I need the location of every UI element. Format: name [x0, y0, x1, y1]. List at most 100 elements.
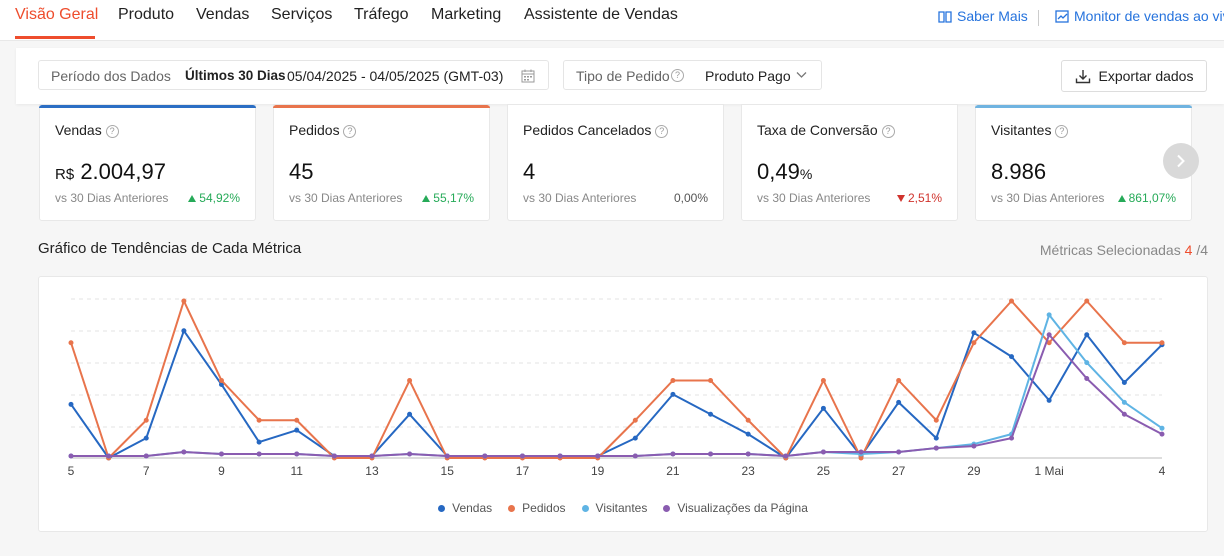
data-point[interactable]	[820, 405, 826, 411]
data-point[interactable]	[1159, 340, 1165, 346]
metric-card-vendas[interactable]: Vendas ? R$ 2.004,97 vs 30 Dias Anterior…	[39, 104, 256, 221]
next-cards-button[interactable]	[1163, 143, 1199, 179]
data-point[interactable]	[896, 399, 902, 405]
data-point[interactable]	[632, 417, 638, 423]
data-point[interactable]	[181, 298, 187, 304]
data-point[interactable]	[933, 445, 939, 451]
legend-item[interactable]: Vendas	[438, 501, 492, 515]
data-point[interactable]	[1159, 425, 1165, 431]
data-point[interactable]	[708, 377, 714, 383]
tab-visao-geral[interactable]: Visão Geral	[15, 6, 99, 23]
data-point[interactable]	[218, 377, 224, 383]
data-point[interactable]	[1009, 435, 1015, 441]
data-point[interactable]	[971, 340, 977, 346]
data-point[interactable]	[1009, 298, 1015, 304]
tab-produto[interactable]: Produto	[118, 6, 175, 23]
data-point[interactable]	[444, 453, 450, 459]
data-point[interactable]	[1084, 332, 1090, 338]
data-point[interactable]	[1121, 379, 1127, 385]
data-point[interactable]	[1046, 397, 1052, 403]
order-type-selector[interactable]: Tipo de Pedido ? Produto Pago	[563, 60, 822, 90]
data-point[interactable]	[369, 453, 375, 459]
data-point[interactable]	[482, 453, 488, 459]
help-icon: ?	[655, 125, 669, 138]
data-point[interactable]	[933, 417, 939, 423]
data-point[interactable]	[68, 401, 74, 407]
data-point[interactable]	[331, 453, 337, 459]
data-point[interactable]	[1084, 376, 1090, 381]
data-point[interactable]	[143, 453, 149, 459]
data-point[interactable]	[820, 449, 826, 455]
data-point[interactable]	[557, 453, 563, 459]
monitor-vendas-link[interactable]: Monitor de vendas ao viv	[1055, 8, 1224, 24]
card-change: 54,92%	[188, 191, 240, 205]
data-point[interactable]	[1121, 399, 1127, 405]
export-data-button[interactable]: Exportar dados	[1061, 60, 1207, 92]
data-point[interactable]	[294, 451, 300, 457]
calendar-icon	[521, 69, 535, 83]
data-point[interactable]	[670, 391, 676, 397]
data-point[interactable]	[1009, 354, 1015, 360]
tab-servicos[interactable]: Serviços	[271, 6, 333, 23]
data-point[interactable]	[708, 411, 714, 417]
data-point[interactable]	[933, 435, 939, 441]
data-point[interactable]	[632, 453, 638, 459]
selected-metrics[interactable]: Métricas Selecionadas 4 /4	[1040, 242, 1208, 258]
data-point[interactable]	[820, 377, 826, 383]
data-point[interactable]	[256, 439, 262, 445]
data-point[interactable]	[896, 449, 902, 455]
data-point[interactable]	[407, 411, 413, 417]
data-point[interactable]	[670, 377, 676, 383]
tab-marketing[interactable]: Marketing	[431, 6, 502, 23]
data-point[interactable]	[1046, 312, 1052, 318]
data-point[interactable]	[858, 455, 864, 461]
data-point[interactable]	[181, 449, 187, 455]
tab-vendas[interactable]: Vendas	[196, 6, 250, 23]
data-point[interactable]	[1046, 332, 1052, 338]
data-point[interactable]	[1084, 298, 1090, 304]
data-point[interactable]	[407, 377, 413, 383]
tab-assistente-de-vendas[interactable]: Assistente de Vendas	[524, 6, 678, 23]
data-point[interactable]	[1084, 360, 1090, 366]
metric-card-pedidos-cancelados[interactable]: Pedidos Cancelados ? 4 vs 30 Dias Anteri…	[507, 104, 724, 221]
data-point[interactable]	[519, 453, 525, 459]
data-point[interactable]	[745, 417, 751, 423]
card-title: Pedidos	[289, 122, 340, 138]
data-point[interactable]	[745, 431, 751, 437]
saber-mais-link[interactable]: Saber Mais	[938, 8, 1028, 24]
data-point[interactable]	[783, 453, 789, 459]
metric-card-visitantes[interactable]: Visitantes ? 8.986 vs 30 Dias Anteriores…	[975, 104, 1192, 221]
data-point[interactable]	[68, 340, 74, 346]
data-point[interactable]	[1121, 411, 1127, 417]
data-point[interactable]	[708, 451, 714, 457]
data-point[interactable]	[971, 443, 977, 449]
data-point[interactable]	[1046, 340, 1052, 346]
data-point[interactable]	[407, 451, 413, 457]
data-point[interactable]	[595, 453, 601, 459]
data-point[interactable]	[632, 435, 638, 441]
data-point[interactable]	[181, 328, 187, 334]
legend-item[interactable]: Visualizações da Página	[663, 501, 808, 515]
legend-item[interactable]: Visitantes	[581, 501, 647, 515]
data-point[interactable]	[896, 377, 902, 383]
data-point[interactable]	[971, 330, 977, 336]
data-point[interactable]	[745, 451, 751, 457]
period-selector[interactable]: Período dos Dados Últimos 30 Dias 05/04/…	[38, 60, 549, 90]
data-point[interactable]	[1159, 431, 1165, 437]
legend-item[interactable]: Pedidos	[508, 501, 566, 515]
data-point[interactable]	[294, 417, 300, 423]
data-point[interactable]	[106, 453, 112, 459]
data-point[interactable]	[143, 417, 149, 423]
data-point[interactable]	[670, 451, 676, 457]
data-point[interactable]	[143, 435, 149, 441]
tab-trafego[interactable]: Tráfego	[354, 6, 409, 23]
data-point[interactable]	[294, 427, 300, 433]
data-point[interactable]	[1121, 340, 1127, 346]
data-point[interactable]	[68, 453, 74, 459]
data-point[interactable]	[858, 449, 864, 455]
data-point[interactable]	[256, 451, 262, 457]
metric-card-taxa-de-conversao[interactable]: Taxa de Conversão ? 0,49% vs 30 Dias Ant…	[741, 104, 958, 221]
metric-card-pedidos[interactable]: Pedidos ? 45 vs 30 Dias Anteriores 55,17…	[273, 104, 490, 221]
data-point[interactable]	[256, 417, 262, 423]
data-point[interactable]	[218, 451, 224, 457]
